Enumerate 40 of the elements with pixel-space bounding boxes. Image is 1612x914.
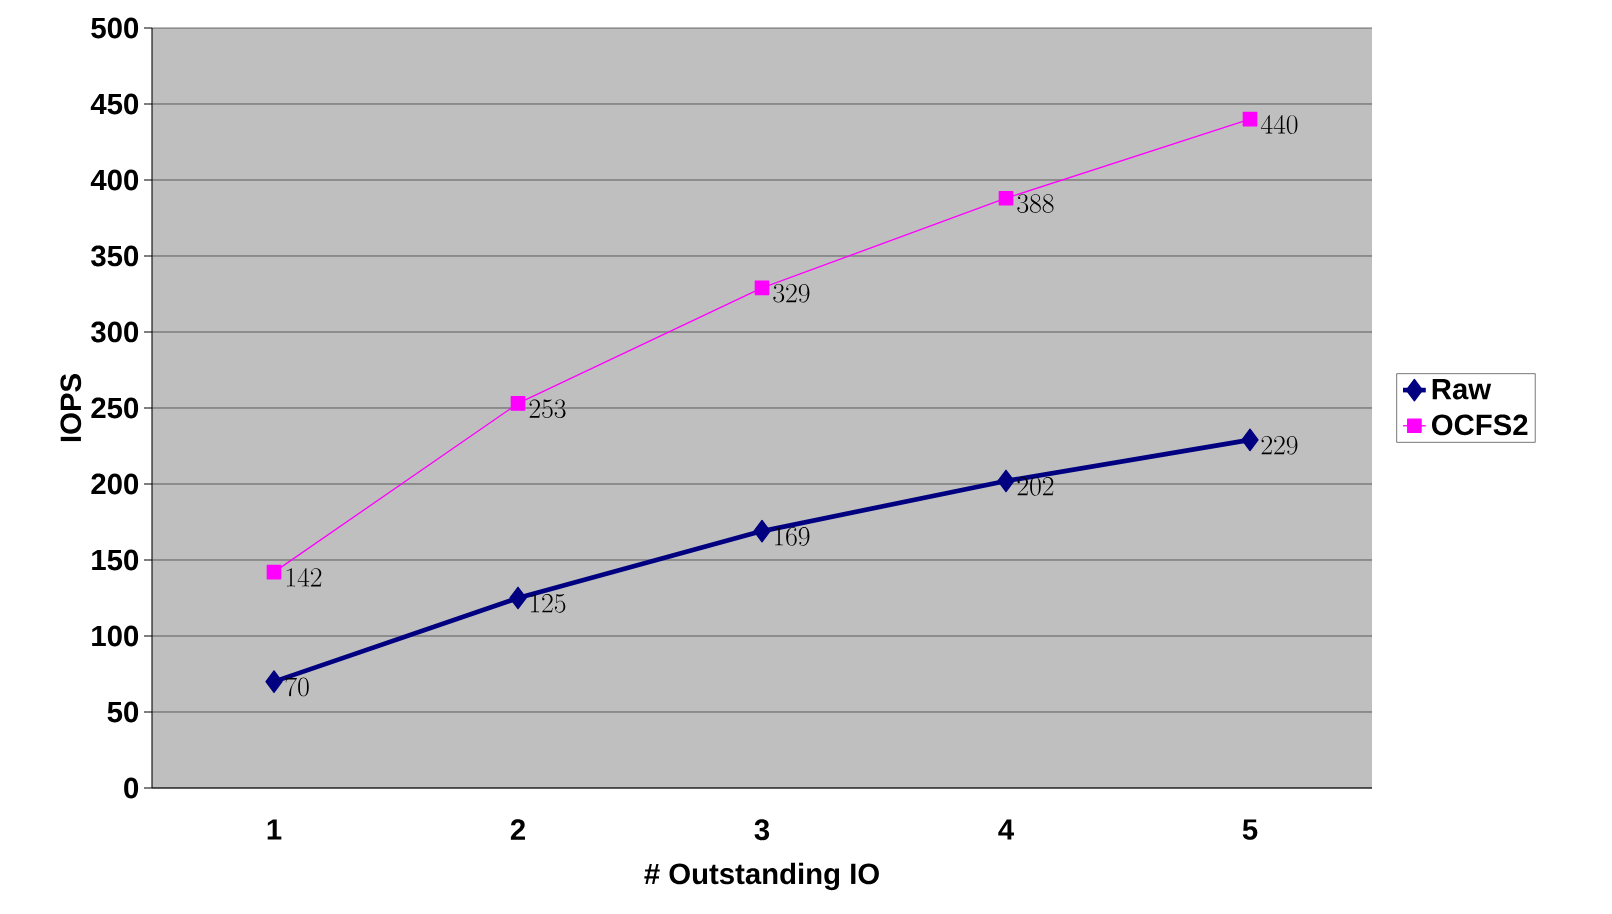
y-tick-label: 150: [92, 549, 139, 571]
x-tick-label: 1: [267, 819, 282, 840]
data-label: 253: [529, 399, 566, 419]
y-tick-label: 350: [91, 245, 139, 267]
x-tick-label: 2: [510, 819, 525, 840]
data-label: 329: [773, 283, 810, 303]
data-label: 202: [1017, 476, 1054, 496]
point: [265, 670, 283, 693]
y-tick-label: 50: [107, 701, 139, 723]
point: [997, 469, 1015, 493]
y-tick-label: 200: [91, 473, 139, 495]
point: [753, 519, 771, 543]
point: [998, 190, 1014, 206]
point: [754, 280, 770, 296]
point: [510, 396, 526, 411]
y-tick-label: 300: [91, 321, 139, 343]
data-label: 229: [1261, 435, 1298, 455]
point: [1241, 428, 1259, 452]
point: [509, 586, 527, 610]
y-tick-label: 100: [92, 625, 139, 647]
data-label: 125: [530, 593, 566, 613]
legend-label: OCFS2: [1431, 414, 1528, 436]
y-axis-title: IOPS: [60, 374, 82, 442]
data-label: 142: [286, 567, 322, 587]
y-tick-label: 450: [90, 93, 139, 115]
data-label: 440: [1261, 114, 1298, 134]
y-tick-label: 400: [90, 169, 139, 191]
data-label: 70: [285, 677, 309, 697]
x-axis-title: # Outstanding IO: [644, 862, 879, 891]
y-tick-label: 250: [91, 397, 139, 419]
point: [1242, 111, 1258, 127]
y-tick-label: 0: [124, 777, 139, 799]
point: [266, 564, 282, 580]
legend-label: Raw: [1432, 379, 1492, 400]
y-tick-label: 500: [91, 17, 139, 39]
x-tick-label: 3: [754, 819, 770, 841]
data-label: 169: [774, 527, 810, 546]
x-tick-label: 5: [1242, 819, 1258, 840]
data-label: 388: [1017, 194, 1054, 213]
x-tick-label: 4: [998, 819, 1015, 840]
